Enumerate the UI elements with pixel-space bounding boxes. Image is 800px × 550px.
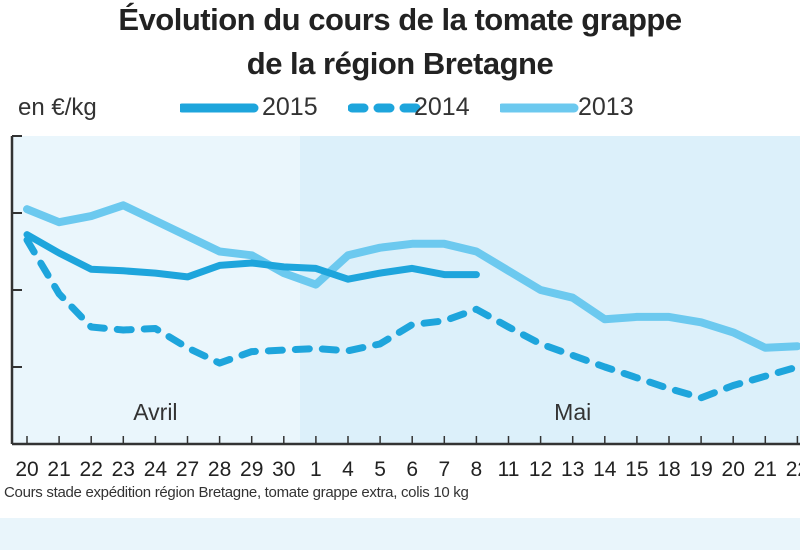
x-tick-label-0: 20 xyxy=(15,458,38,481)
period-label-0: Avril xyxy=(133,399,177,425)
legend-item-2015: 2015 xyxy=(180,90,330,124)
x-tick-label-16: 12 xyxy=(529,458,552,481)
x-tick-label-8: 30 xyxy=(272,458,295,481)
legend-item-2013: 2013 xyxy=(500,90,650,124)
x-tick-label-4: 24 xyxy=(144,458,168,481)
series-line-2013 xyxy=(23,201,800,352)
x-tick-label-7: 29 xyxy=(240,458,263,481)
x-tick-label-14: 8 xyxy=(471,458,483,481)
x-tick-label-2: 22 xyxy=(80,458,103,481)
legend-label-2014: 2014 xyxy=(414,93,470,121)
x-tick-label-5: 27 xyxy=(176,458,199,481)
x-tick-label-1: 21 xyxy=(47,458,70,481)
x-tick-label-18: 14 xyxy=(593,458,617,481)
x-tick-label-19: 15 xyxy=(625,458,648,481)
legend-label-2013: 2013 xyxy=(578,93,634,121)
x-tick-label-11: 5 xyxy=(374,458,386,481)
x-tick-label-12: 6 xyxy=(406,458,418,481)
x-tick-label-20: 18 xyxy=(657,458,680,481)
x-tick-label-13: 7 xyxy=(438,458,450,481)
x-tick-label-24: 22 xyxy=(786,458,800,481)
footer-band xyxy=(0,518,800,550)
source-note: Cours stade expédition région Bretagne, … xyxy=(4,484,469,501)
legend-swatch-2013 xyxy=(500,103,579,113)
x-tick-label-22: 20 xyxy=(722,458,745,481)
period-label-1: Mai xyxy=(554,399,591,425)
x-tick-label-21: 19 xyxy=(689,458,712,481)
x-tick-label-17: 13 xyxy=(561,458,584,481)
legend-item-2014: 2014 xyxy=(348,90,498,124)
x-tick-label-3: 23 xyxy=(112,458,135,481)
chart-title-line-2: de la région Bretagne xyxy=(246,46,554,81)
series-line-2015 xyxy=(23,231,480,283)
x-tick-label-23: 21 xyxy=(754,458,777,481)
x-tick-label-6: 28 xyxy=(208,458,231,481)
legend-swatch-2014 xyxy=(348,103,423,113)
chart-title-line-1: Évolution du cours de la tomate grappe xyxy=(118,2,682,37)
x-tick-label-10: 4 xyxy=(342,458,354,481)
series-line-2014 xyxy=(23,236,800,402)
legend-label-2015: 2015 xyxy=(262,93,318,121)
x-tick-label-9: 1 xyxy=(310,458,322,481)
y-axis-unit-label: en €/kg xyxy=(18,94,97,121)
x-tick-label-15: 11 xyxy=(498,458,520,481)
legend-swatch-2015 xyxy=(180,103,259,113)
